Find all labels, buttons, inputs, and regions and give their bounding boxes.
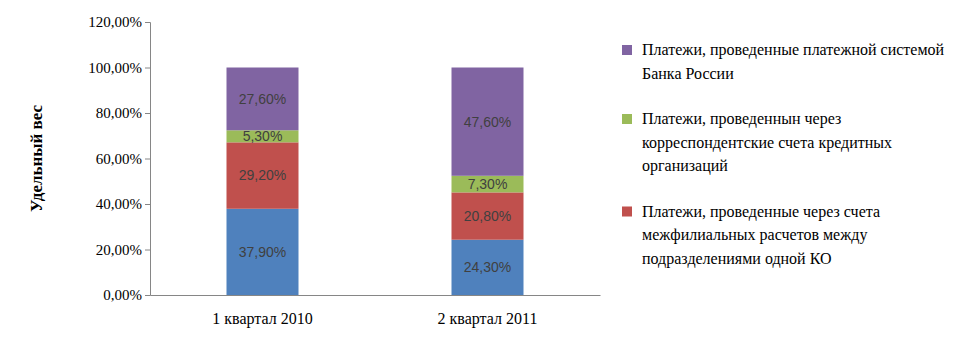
data-label: 7,30% (468, 176, 508, 192)
y-tick-label: 100,00% (88, 60, 142, 76)
x-tick-label: 2 квартал 2011 (438, 310, 538, 328)
legend-label: Платежи, проведенные через счета межфили… (642, 203, 884, 268)
legend-item: Платежи, проведеннын через корреспондент… (622, 110, 896, 175)
legend-item: Платежи, проведенные платежной системой … (622, 41, 948, 82)
bar-segment (452, 176, 524, 193)
y-tick-mark (145, 159, 150, 160)
y-tick: 80,00% (96, 105, 150, 121)
y-tick-mark (145, 295, 150, 296)
legend-swatch (622, 45, 632, 55)
data-label: 29,20% (239, 167, 286, 183)
chart: 37,90% 24,30% 29,20% 20,80% 5,30% 7,30% 27,60%… (0, 0, 958, 342)
plot-area: 37,90% 24,30% 29,20% 20,80% 5,30% 7,30% 27,60%… (88, 14, 600, 328)
bar-segment (227, 68, 299, 131)
bars (227, 68, 524, 296)
bar-segment (452, 240, 524, 295)
y-tick: 120,00% (88, 14, 150, 30)
x-axis-line (151, 295, 601, 296)
y-axis-line (145, 23, 151, 296)
y-tick-label: 20,00% (96, 242, 142, 258)
y-tick-mark (145, 250, 150, 251)
y-tick-label: 80,00% (96, 105, 142, 121)
y-tick-mark (145, 113, 150, 114)
legend-label: Платежи, проведеннын через корреспондент… (642, 110, 896, 175)
y-tick: 0,00% (103, 287, 150, 303)
data-label: 27,60% (239, 91, 286, 107)
y-tick-mark (145, 22, 150, 23)
x-tick-label: 1 квартал 2010 (212, 310, 312, 328)
y-axis-title: Удельный вес (27, 104, 46, 212)
data-label: 37,90% (239, 244, 286, 260)
y-tick: 60,00% (96, 151, 150, 167)
data-labels: 37,90% 24,30% 29,20% 20,80% 5,30% 7,30% 27,60%… (239, 91, 511, 275)
data-label: 20,80% (464, 208, 511, 224)
legend-label: Платежи, проведенные платежной системой … (642, 41, 948, 82)
x-tick: 2 квартал 2011 (438, 295, 538, 328)
data-label: 47,60% (464, 114, 511, 130)
data-label: 5,30% (243, 128, 283, 144)
y-tick-label: 60,00% (96, 151, 142, 167)
y-tick: 100,00% (88, 60, 150, 76)
y-tick-label: 40,00% (96, 196, 142, 212)
legend: Платежи, проведенные платежной системой … (622, 41, 948, 268)
y-tick-label: 120,00% (88, 14, 142, 30)
legend-item: Платежи, проведенные через счета межфили… (622, 203, 884, 268)
legend-swatch (622, 207, 632, 217)
data-label: 24,30% (464, 259, 511, 275)
y-tick-mark (145, 204, 150, 205)
legend-swatch (622, 114, 632, 124)
bar-segment (227, 142, 299, 208)
y-axis: 0,00% 20,00% 40,00% 60,00% 80,00% 100,00% 120,… (88, 14, 150, 303)
y-tick-label: 0,00% (103, 287, 142, 303)
x-tick: 1 квартал 2010 (212, 295, 312, 328)
y-tick-mark (145, 68, 150, 69)
bar-segment (452, 68, 524, 176)
x-axis: 1 квартал 2010 2 квартал 2011 (151, 295, 601, 328)
bar-segment (452, 192, 524, 239)
y-tick: 40,00% (96, 196, 150, 212)
bar-segment (227, 209, 299, 295)
y-tick: 20,00% (96, 242, 150, 258)
